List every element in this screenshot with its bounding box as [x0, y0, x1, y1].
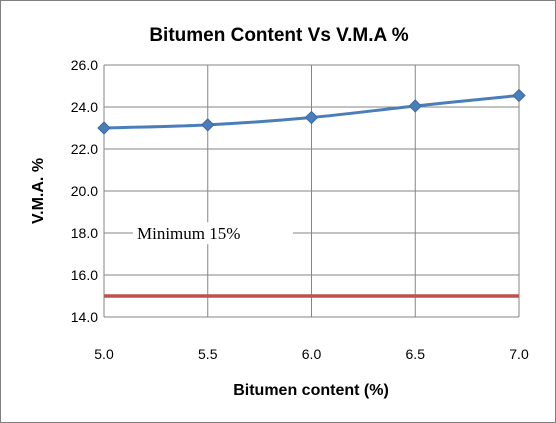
x-tick-label: 6.0 [302, 346, 322, 362]
x-axis-title: Bitumen content (%) [233, 382, 389, 399]
y-tick-label: 22.0 [71, 141, 98, 157]
x-tick-label: 5.5 [198, 346, 218, 362]
data-point [201, 118, 215, 132]
chart-title: Bitumen Content Vs V.M.A % [149, 25, 408, 46]
y-tick-label: 20.0 [71, 183, 98, 199]
annotation-background [133, 222, 293, 245]
x-tick-label: 7.0 [509, 346, 529, 362]
y-tick-label: 14.0 [71, 309, 98, 325]
y-axis-title: V.M.A. % [30, 158, 47, 224]
y-tick-label: 16.0 [71, 267, 98, 283]
data-point [304, 110, 319, 125]
data-point [408, 99, 422, 113]
y-tick-label: 18.0 [71, 225, 98, 241]
y-tick-label: 26.0 [71, 57, 98, 73]
x-tick-label: 5.0 [94, 346, 114, 362]
x-tick-label: 6.5 [406, 346, 426, 362]
minimum-annotation: Minimum 15% [137, 224, 240, 243]
data-point [512, 88, 526, 103]
data-point [97, 121, 111, 135]
y-tick-label: 24.0 [71, 99, 98, 115]
